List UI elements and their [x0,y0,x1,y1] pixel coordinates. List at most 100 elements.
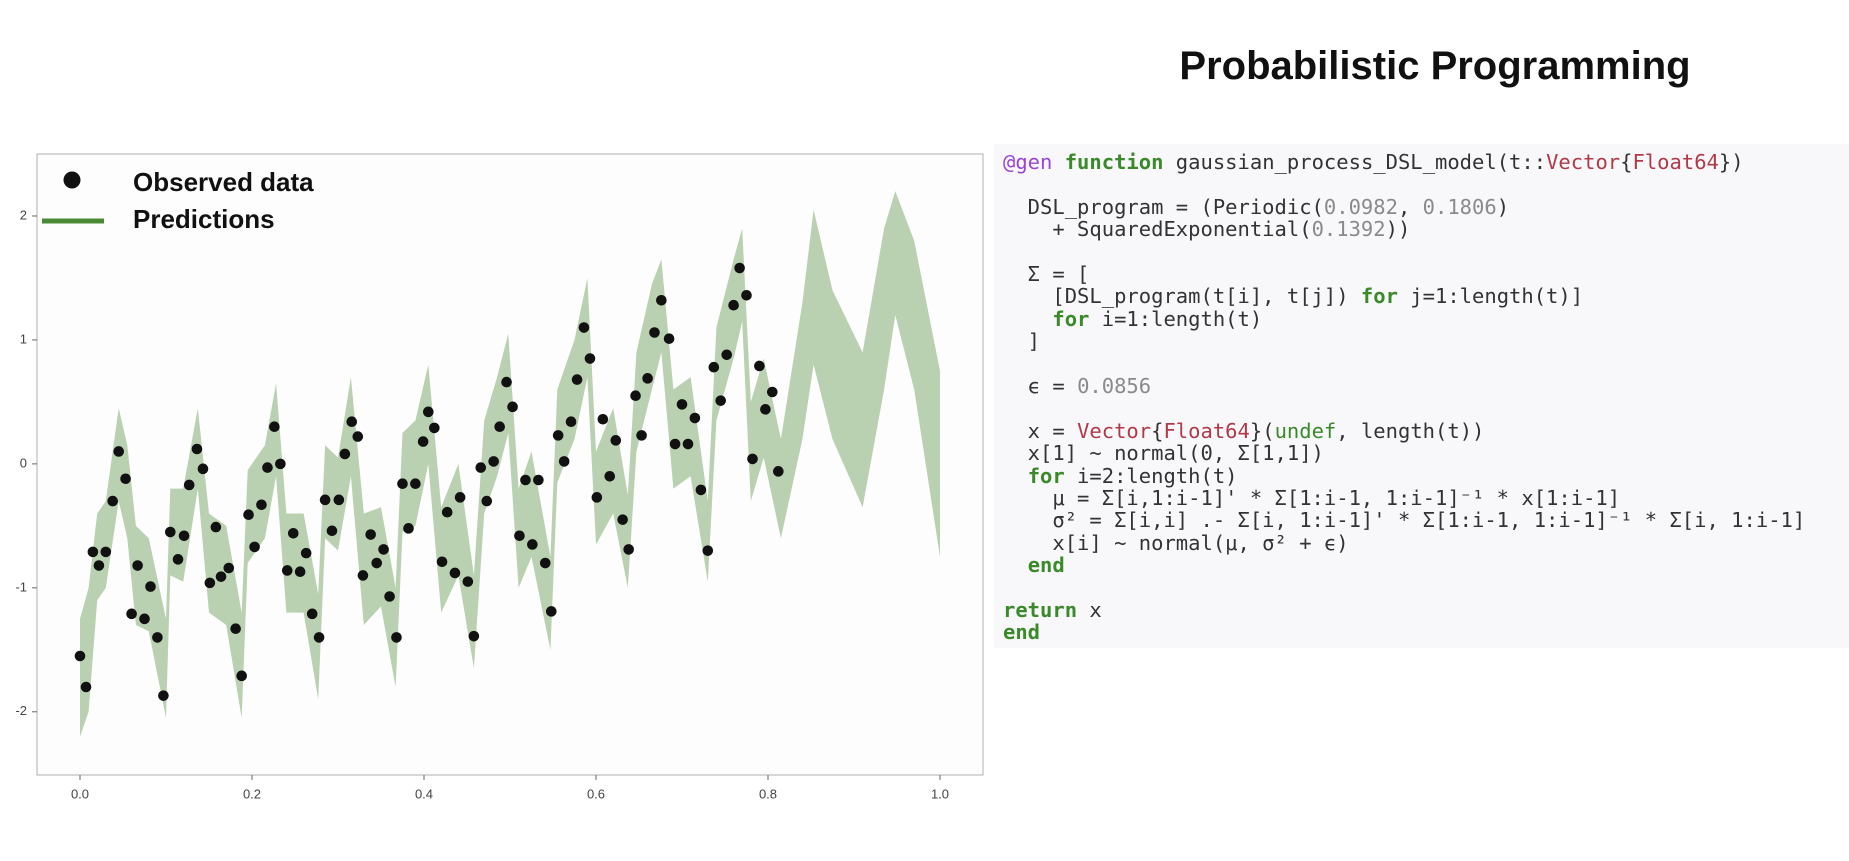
code-token: return [1003,598,1078,623]
code-token: }) [1718,150,1744,174]
code-token: for [1052,306,1090,331]
code-line: [DSL_program(t[i], t[j]) for j=1:length(… [1003,285,1849,307]
data-point [93,560,105,571]
code-token: Vector [1546,150,1621,174]
code-block: x = Vector{Float64}(undef, length(t)) x[… [1003,420,1849,577]
chart: 0.0 0.2 0.4 0.6 0.8 1.0 -2 -1 0 1 2 Observed data Pr… [15,153,984,801]
code-block: DSL_program = (Periodic(0.0982, 0.1806) … [1003,196,1849,241]
code-line: x[1] ~ normal(0, Σ[1,1]) [1003,442,1849,464]
code-token [1003,307,1052,331]
code-line: + SquaredExponential(0.1392)) [1003,218,1849,240]
data-point [715,395,726,406]
data-point [604,470,616,482]
data-point [100,546,112,558]
data-point [384,591,395,602]
code-token: gaussian_process_DSL_model(t:: [1163,150,1547,174]
data-point [527,539,538,550]
data-point [636,430,647,441]
data-point [365,529,376,540]
data-point [275,458,286,470]
legend-label: Observed data [133,167,314,197]
data-point [74,650,86,662]
data-point [610,435,622,446]
data-point [204,577,216,589]
data-point [591,492,603,503]
data-point [120,473,131,485]
data-point [552,430,564,441]
code-token: ) [1496,194,1510,219]
data-point [558,456,570,467]
code-token: σ² = Σ[i,i] .- Σ[i, 1:i-1]' * Σ[1:i-1, 1… [1003,508,1806,533]
plot-frame [36,153,984,776]
data-point [545,606,557,617]
data-point [597,413,609,425]
data-point [747,453,758,465]
data-point [326,525,338,537]
y-tick-label: 0 [20,455,27,470]
x-tick-label: 0.0 [71,786,89,801]
data-point [449,567,461,579]
data-point [113,446,124,457]
code-line: ] [1003,330,1849,352]
code-line: x[i] ~ normal(μ, σ² + ϵ) [1003,532,1849,554]
data-point [728,299,739,311]
data-point [178,530,190,542]
code-block: return x end [1003,599,1849,644]
data-point [319,494,331,506]
data-point [197,463,209,475]
code-token: @gen [1003,150,1053,174]
data-point [649,327,660,338]
data-point [346,416,358,428]
data-point [391,632,402,643]
code-token: x[1] ~ normal(0, Σ[1,1]) [1003,441,1324,466]
legend-marker [63,171,81,189]
data-point [584,353,596,364]
data-point [165,526,176,538]
data-point [243,509,254,521]
data-point [462,576,474,587]
code-token [1003,464,1028,488]
data-point [702,545,714,556]
data-point [371,557,383,569]
code-token: x = [1003,418,1078,443]
code-token: + SquaredExponential( [1003,217,1312,242]
data-point [454,492,466,503]
data-point [507,401,518,413]
data-point [656,294,667,306]
data-point [623,544,634,555]
data-point [306,608,318,620]
code-token: { [1620,150,1633,174]
data-point [475,462,487,473]
data-point [158,690,169,701]
code-token [1003,553,1028,577]
data-point [281,565,293,576]
data-point [191,443,203,455]
data-point [429,422,440,434]
data-point [441,506,453,518]
legend-label: Predictions [133,204,275,234]
y-tick-label: -2 [15,703,27,718]
data-point [617,514,628,525]
y-tick-label: -1 [15,579,27,594]
code-token: , length(t)) [1336,418,1485,443]
code-token: 0.1392 [1311,217,1386,242]
code-token: , [1397,194,1423,219]
data-point [230,623,241,635]
code-token [1052,150,1064,174]
data-point [352,431,364,442]
code-line: for i=2:length(t) [1003,464,1849,488]
code-token: Float64 [1632,150,1719,174]
code-token: }( [1249,418,1275,443]
data-point [403,523,414,534]
data-point [417,436,429,447]
prediction-band [80,191,940,737]
data-point [269,421,280,432]
slide-title: Probabilistic Programming [1179,44,1691,88]
data-point [87,546,99,558]
data-point [571,374,583,385]
data-point [223,562,235,574]
data-point [695,484,707,496]
code-line: x = Vector{Float64}(undef, length(t)) [1003,420,1849,442]
code-token: Σ = [ [1003,262,1090,286]
data-point [256,499,267,511]
